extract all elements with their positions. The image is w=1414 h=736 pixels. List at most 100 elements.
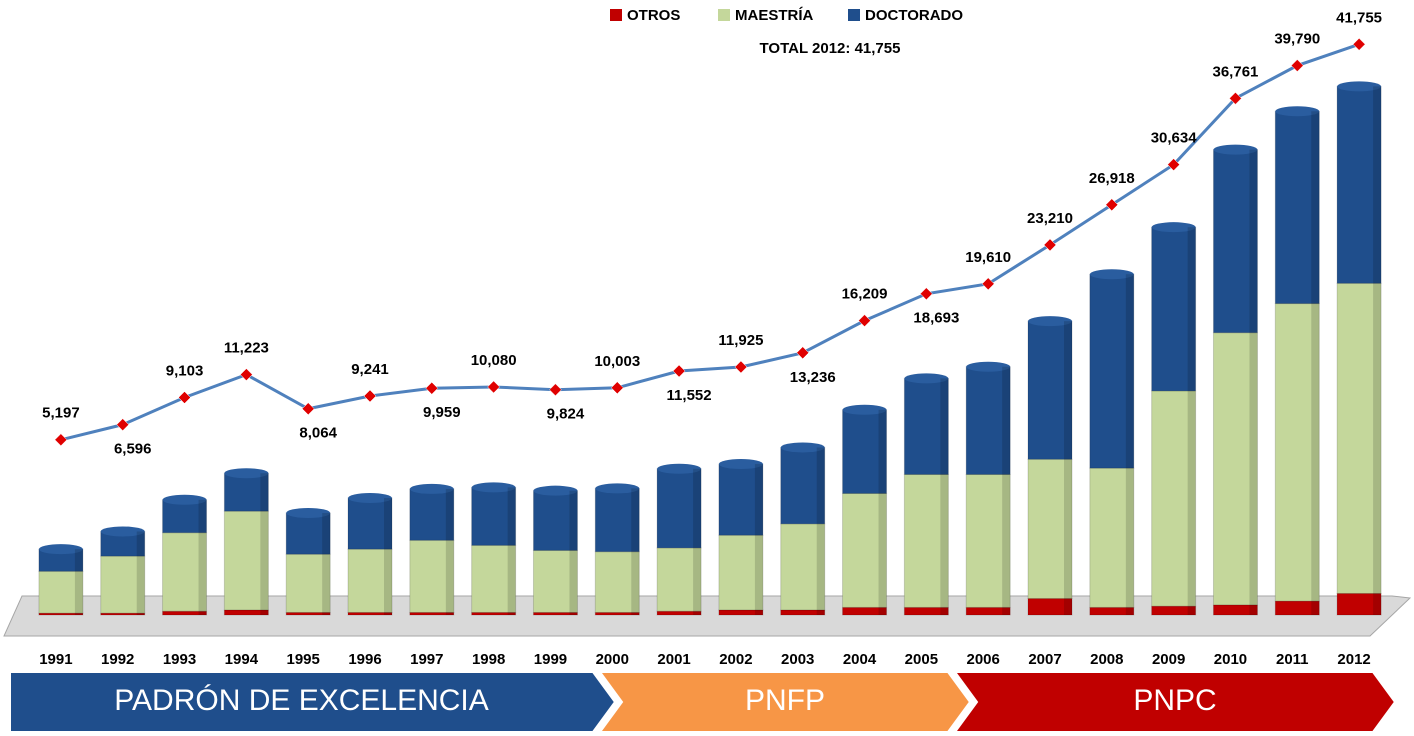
- bar-shade: [1064, 321, 1072, 615]
- bar-segment: [532, 549, 578, 613]
- marker: [672, 364, 686, 378]
- phase-label: PADRÓN DE EXCELENCIA: [114, 684, 489, 717]
- bar-cap: [471, 482, 516, 493]
- bar-cap: [595, 483, 640, 494]
- bar-segment: [656, 468, 702, 549]
- value-label: 18,693: [913, 310, 959, 327]
- bar-segment: [903, 377, 949, 475]
- bar-segment: [594, 551, 640, 613]
- value-label: 41,755: [1336, 9, 1382, 26]
- value-label: 16,209: [842, 286, 888, 303]
- x-tick-label: 1999: [534, 651, 567, 668]
- x-tick-label: 1995: [286, 651, 319, 668]
- bar-shade: [74, 549, 83, 615]
- bar-shade: [1125, 274, 1134, 615]
- bar-segment: [38, 570, 84, 614]
- x-tick-label: 2002: [719, 651, 752, 668]
- value-label: 39,790: [1274, 31, 1320, 48]
- legend-swatch: [610, 9, 622, 21]
- bar-cap: [162, 494, 207, 505]
- bar-shade: [198, 499, 207, 615]
- bar-cap: [1275, 106, 1320, 117]
- marker: [301, 402, 315, 416]
- bar-cap: [1089, 269, 1134, 280]
- bar-segment: [594, 487, 640, 553]
- value-label: 23,210: [1027, 210, 1073, 227]
- marker: [734, 360, 748, 374]
- value-label: 8,064: [299, 425, 337, 442]
- x-tick-label: 2001: [657, 651, 690, 668]
- x-tick-label: 1992: [101, 651, 134, 668]
- bar-cap: [533, 485, 578, 496]
- value-label: 26,918: [1089, 170, 1135, 187]
- marker: [796, 346, 810, 360]
- bar-cap: [1028, 316, 1072, 327]
- x-tick-label: 1997: [410, 651, 443, 668]
- value-label: 10,080: [471, 352, 517, 369]
- bar-cap: [1213, 144, 1258, 155]
- marker: [240, 368, 253, 381]
- phase-label: PNPC: [1133, 684, 1216, 717]
- marker: [363, 389, 377, 403]
- bar-segment: [409, 539, 455, 613]
- bar-segment: [409, 488, 455, 541]
- value-label: 11,925: [718, 332, 763, 349]
- bar-shade: [322, 512, 331, 615]
- value-label: 9,824: [547, 406, 585, 423]
- value-label: 10,003: [594, 353, 640, 370]
- x-tick-label: 2003: [781, 651, 814, 668]
- bar-cap: [100, 526, 145, 537]
- bar-segment: [347, 497, 393, 550]
- bar-segment: [656, 610, 702, 616]
- value-label: 19,610: [965, 249, 1011, 266]
- bar-cap: [286, 507, 331, 518]
- value-label: 11,552: [667, 387, 712, 404]
- annotation: TOTAL 2012: 41,755: [760, 40, 901, 57]
- value-label: 6,596: [114, 441, 152, 458]
- x-tick-label: 2010: [1214, 651, 1247, 668]
- bar-cap: [348, 493, 392, 504]
- bar-cap: [904, 373, 949, 384]
- bar-segment: [780, 523, 826, 611]
- x-tick-label: 2008: [1090, 651, 1123, 668]
- bar-segment: [223, 510, 269, 611]
- legend-swatch: [718, 9, 730, 21]
- floor: [3, 595, 1412, 637]
- marker: [1105, 198, 1119, 212]
- bar-cap: [966, 361, 1011, 372]
- marker: [1290, 59, 1304, 72]
- marker: [116, 418, 130, 431]
- bar-segment: [1212, 149, 1258, 334]
- marker: [858, 314, 871, 328]
- bar-segment: [718, 534, 764, 611]
- bar-shade: [507, 487, 516, 615]
- bar-shade: [1249, 149, 1258, 615]
- bar-cap: [224, 468, 269, 479]
- marker: [425, 381, 439, 395]
- phase-arrow: [9, 671, 617, 733]
- value-label: 36,761: [1213, 63, 1259, 80]
- bar-shade: [384, 498, 392, 615]
- x-tick-label: 2007: [1028, 651, 1061, 668]
- bar-shade: [878, 409, 887, 615]
- bar-shade: [136, 531, 145, 615]
- bar-segment: [1212, 332, 1258, 606]
- bar-shade: [754, 464, 763, 615]
- marker: [981, 277, 995, 291]
- bar-cap: [1337, 81, 1382, 92]
- bar-segment: [1336, 282, 1382, 594]
- x-tick-label: 2004: [843, 651, 877, 668]
- x-tick-label: 1994: [225, 651, 259, 668]
- x-tick-label: 2000: [596, 651, 629, 668]
- bar-shade: [445, 488, 454, 615]
- phase-arrow: [598, 671, 972, 733]
- bar-segment: [1151, 390, 1197, 607]
- marker: [1043, 238, 1057, 252]
- bar-segment: [1089, 467, 1135, 608]
- bar-segment: [965, 366, 1011, 475]
- x-tick-label: 2009: [1152, 651, 1185, 668]
- x-tick-label: 2011: [1276, 651, 1309, 668]
- bar-segment: [471, 544, 517, 613]
- x-tick-label: 1996: [348, 651, 381, 668]
